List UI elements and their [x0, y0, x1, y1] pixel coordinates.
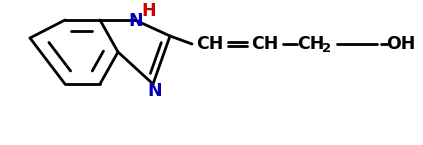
Text: CH: CH: [196, 35, 224, 53]
Text: N: N: [148, 82, 162, 100]
Text: 2: 2: [322, 41, 332, 55]
Text: N: N: [129, 12, 143, 30]
Text: CH: CH: [251, 35, 279, 53]
Text: OH: OH: [386, 35, 416, 53]
Text: H: H: [142, 2, 157, 20]
Text: CH: CH: [297, 35, 325, 53]
